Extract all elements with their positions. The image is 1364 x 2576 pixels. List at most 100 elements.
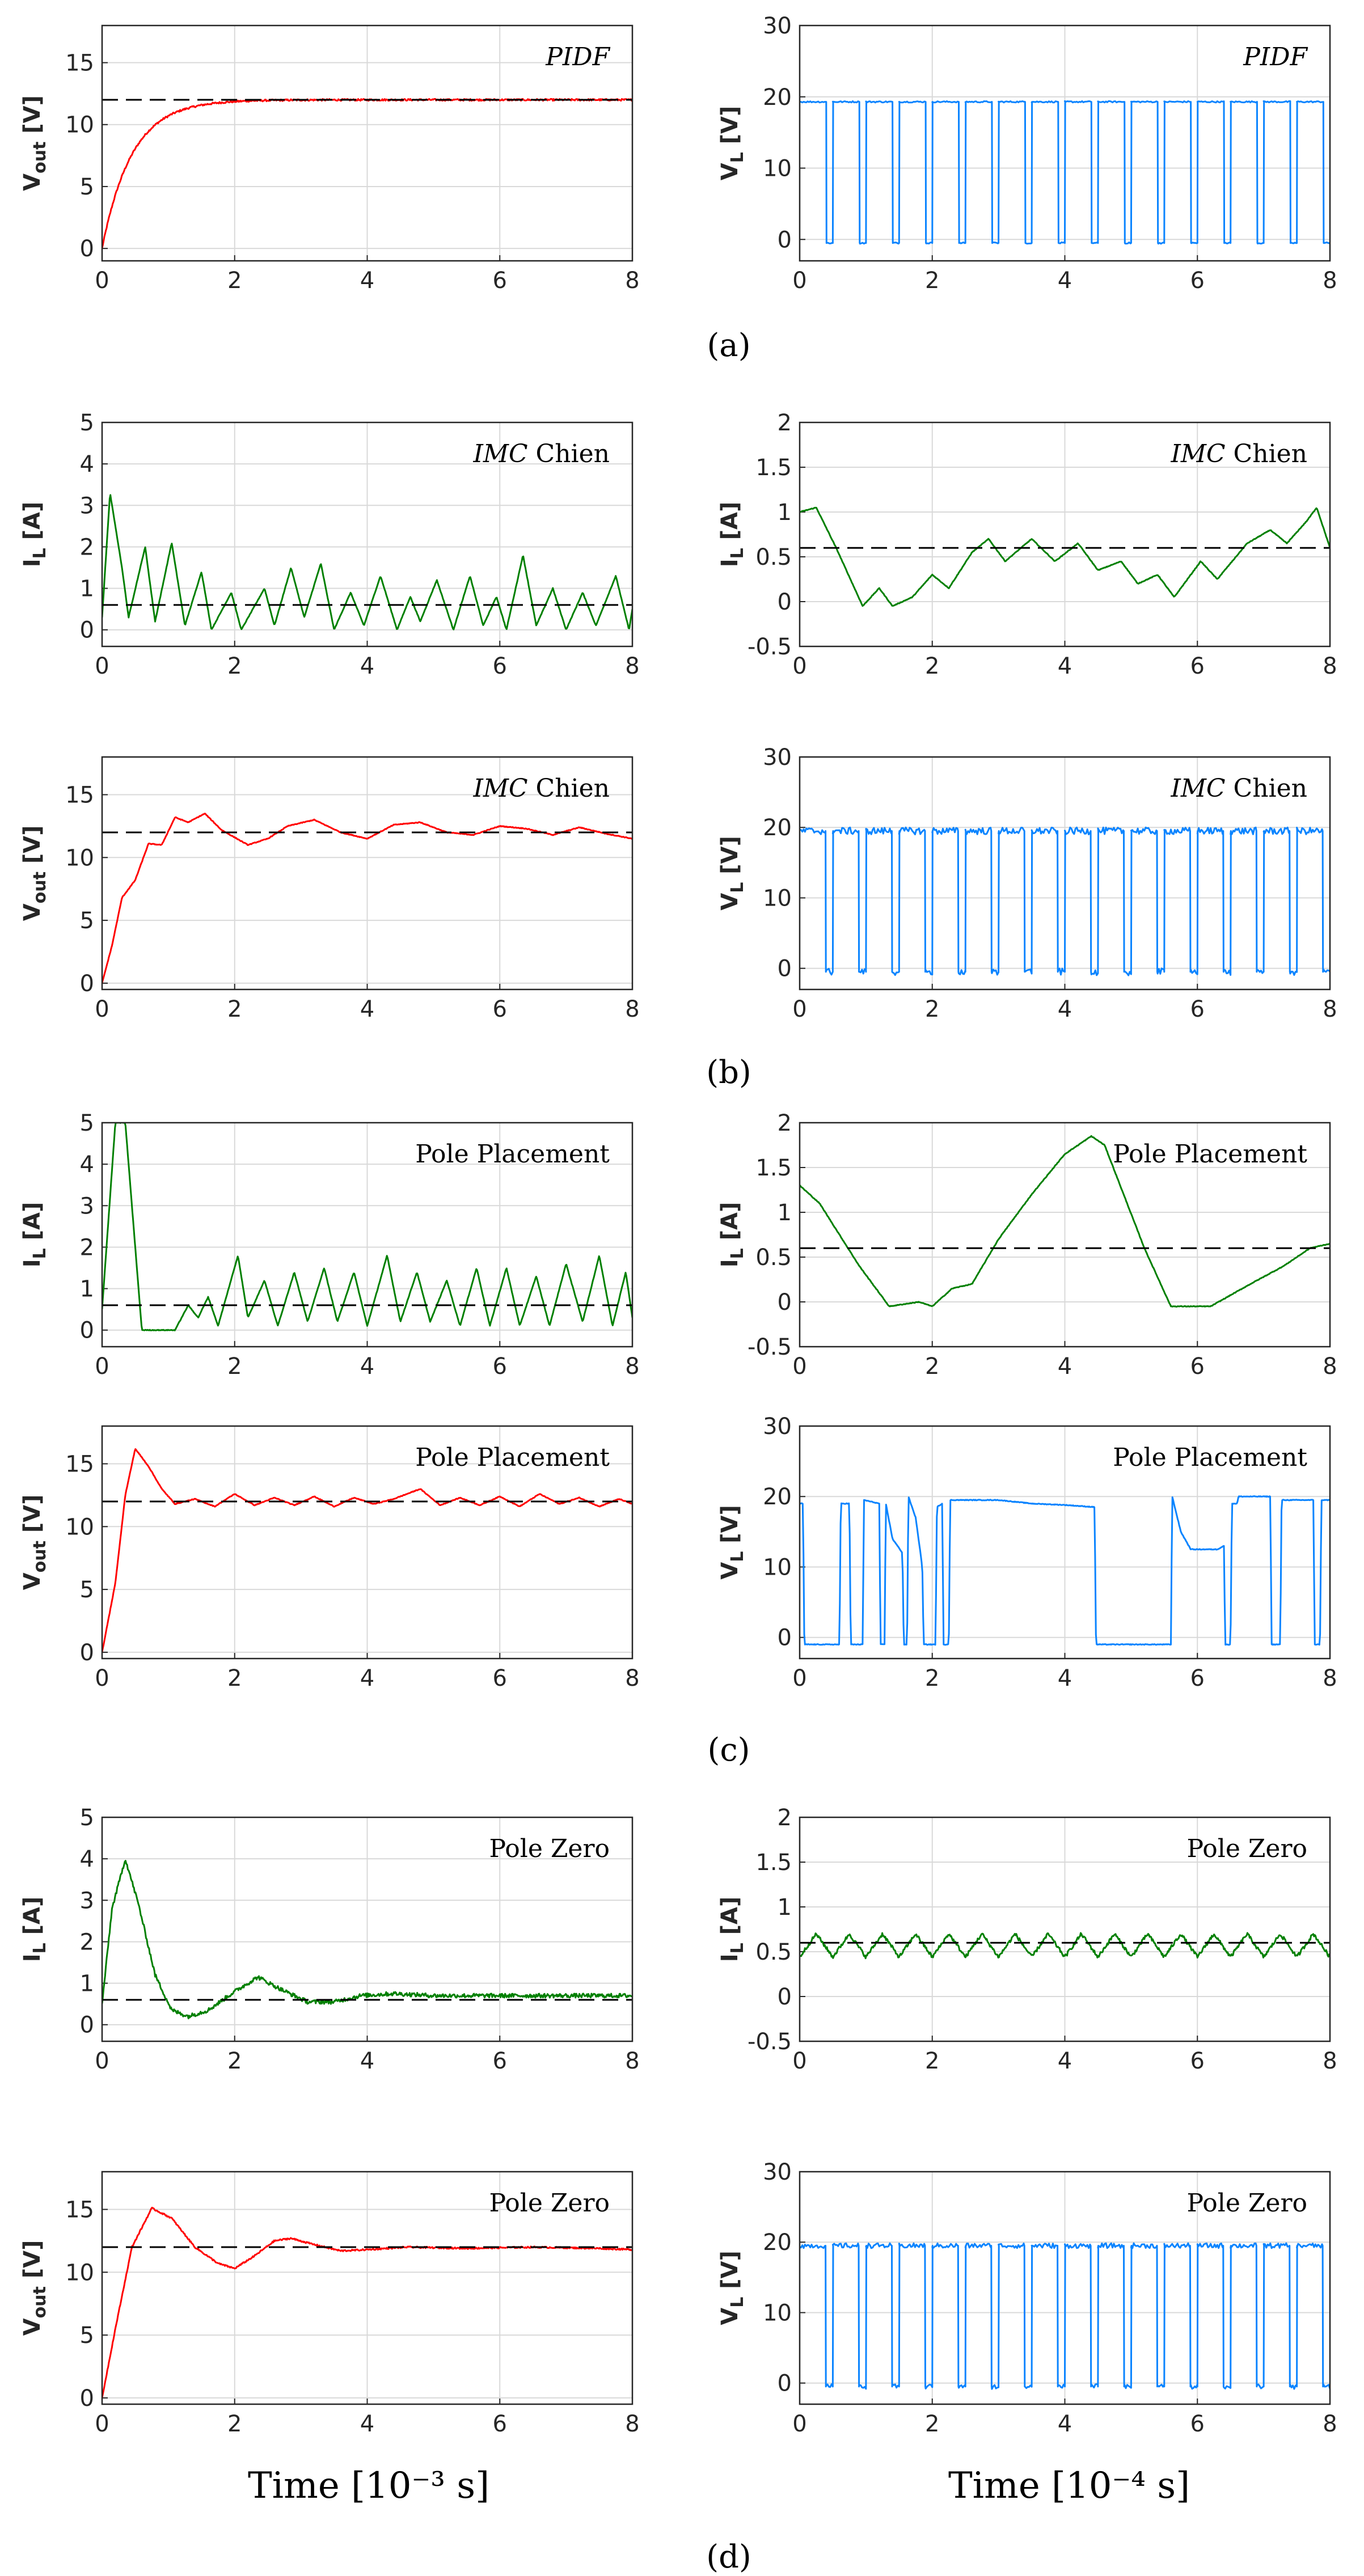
panel-title: PIDF	[1243, 43, 1308, 71]
x-tick-label: 8	[1323, 2048, 1337, 2074]
x-tick-label: 2	[227, 2048, 242, 2074]
y-tick-label: 10	[763, 2300, 792, 2326]
chart-b_il_left: 0 2 4 6 8 0 1 2 3 4 5 IMC Chien IL [A]	[19, 410, 640, 679]
x-tick-label: 2	[925, 2048, 939, 2074]
y-axis-label: VL [V]	[717, 106, 748, 181]
x-tick-label: 8	[1323, 1665, 1337, 1691]
y-tick-label: 0	[80, 2012, 94, 2038]
x-tick-label: 6	[493, 653, 507, 679]
x-tick-label: 2	[227, 653, 242, 679]
y-tick-label: 30	[763, 745, 792, 771]
x-tick-label: 8	[1323, 996, 1337, 1022]
x-tick-label: 4	[1058, 2048, 1072, 2074]
y-tick-label: 4	[80, 1846, 94, 1872]
caption-b: (b)	[706, 1054, 751, 1091]
x-tick-label: 0	[792, 1353, 806, 1380]
y-tick-label: 1	[80, 576, 94, 602]
x-tick-label: 6	[1190, 268, 1205, 294]
x-tick-label: 0	[792, 268, 806, 294]
x-tick-label: 8	[1323, 653, 1337, 679]
x-tick-label: 8	[625, 653, 639, 679]
panel-title: Pole Placement	[415, 1140, 610, 1169]
y-tick-label: 3	[80, 493, 94, 519]
panel-title: Pole Zero	[1186, 2189, 1307, 2218]
panel-title: IMC Chien	[1170, 439, 1307, 468]
x-tick-label: 4	[1058, 653, 1072, 679]
y-tick-label: 0	[778, 1625, 792, 1651]
y-tick-label: 1	[778, 1200, 792, 1226]
chart-c_il_left: 0 2 4 6 8 0 1 2 3 4 5 Pole Placement IL [A]	[19, 1110, 640, 1380]
chart-d_il_left: 0 2 4 6 8 0 1 2 3 4 5 Pole Zero IL [A]	[19, 1805, 640, 2074]
caption-d: (d)	[706, 2539, 751, 2575]
axes-frame	[799, 1122, 1331, 1348]
y-tick-label: 0	[80, 1640, 94, 1666]
y-axis-label: IL [A]	[717, 502, 748, 567]
x-tick-label: 4	[360, 1353, 374, 1380]
x-axis-label-right: Time [10⁻⁴ s]	[948, 2465, 1190, 2507]
y-tick-label: 20	[763, 2230, 792, 2256]
x-tick-label: 4	[360, 2411, 374, 2437]
axes-frame	[101, 756, 634, 991]
chart-c_vl: 0 2 4 6 8 0 10 20 30 Pole Placement VL [V]	[717, 1414, 1337, 1691]
x-tick-label: 8	[1323, 268, 1337, 294]
y-tick-label: 5	[80, 1110, 94, 1136]
x-tick-label: 2	[227, 2411, 242, 2437]
axes-frame	[101, 2171, 634, 2405]
panel-title: Pole Placement	[1113, 1140, 1307, 1169]
y-tick-label: 10	[763, 156, 792, 182]
y-axis-label: Vout [V]	[19, 95, 50, 191]
y-tick-label: 3	[80, 1888, 94, 1914]
y-tick-label: 10	[763, 1554, 792, 1580]
x-tick-label: 0	[792, 1665, 806, 1691]
x-tick-label: 4	[1058, 996, 1072, 1022]
y-tick-label: 0	[80, 236, 94, 262]
series-line	[102, 494, 632, 631]
x-tick-label: 4	[1058, 1353, 1072, 1380]
x-tick-label: 4	[360, 996, 374, 1022]
axes-frame	[799, 24, 1331, 262]
panel-title: IMC Chien	[1170, 774, 1307, 803]
y-tick-label: 2	[80, 1929, 94, 1955]
y-tick-label: 30	[763, 1414, 792, 1440]
y-tick-label: 10	[65, 1514, 94, 1540]
x-axis-label-left: Time [10⁻³ s]	[248, 2465, 489, 2507]
x-tick-label: 6	[1190, 653, 1205, 679]
x-tick-label: 0	[95, 1665, 109, 1691]
y-axis-label: IL [A]	[19, 1897, 50, 1962]
y-axis-label: Vout [V]	[19, 826, 50, 921]
chart-d_vout: 0 2 4 6 8 0 5 10 15 Pole Zero Vout [V]	[19, 2171, 640, 2437]
x-tick-label: 6	[1190, 996, 1205, 1022]
y-tick-label: 1	[80, 1276, 94, 1302]
y-tick-label: 0	[778, 2371, 792, 2397]
y-tick-label: 2	[80, 1234, 94, 1260]
y-tick-label: 0.5	[755, 1939, 792, 1965]
axes-frame	[799, 421, 1331, 648]
series-line	[800, 1135, 1330, 1308]
x-tick-label: 6	[493, 2411, 507, 2437]
y-tick-label: 1	[80, 1971, 94, 1997]
y-tick-label: -0.5	[748, 1334, 792, 1360]
panel-title: Pole Placement	[1113, 1443, 1307, 1472]
x-tick-label: 0	[792, 2048, 806, 2074]
axes-frame	[799, 1816, 1331, 2042]
y-tick-label: 2	[80, 534, 94, 560]
y-axis-label: VL [V]	[717, 1505, 748, 1580]
y-tick-label: 0	[80, 617, 94, 644]
y-tick-label: 15	[65, 50, 94, 77]
x-tick-label: 4	[360, 1665, 374, 1691]
y-axis-label: Vout [V]	[19, 1495, 50, 1591]
x-tick-label: 6	[493, 1665, 507, 1691]
y-tick-label: 1.5	[755, 1850, 792, 1876]
y-tick-label: 10	[65, 112, 94, 138]
chart-a_vl: 0 2 4 6 8 0 10 20 30 PIDF VL [V]	[717, 13, 1337, 294]
x-tick-label: 8	[625, 1353, 639, 1380]
x-tick-label: 2	[925, 996, 939, 1022]
y-axis-label: VL [V]	[717, 2251, 748, 2325]
panel-title: Pole Zero	[489, 1834, 610, 1863]
x-tick-label: 4	[360, 653, 374, 679]
series-line	[800, 826, 1330, 976]
panel-title: PIDF	[545, 43, 610, 71]
y-tick-label: 3	[80, 1193, 94, 1219]
y-tick-label: 0	[778, 227, 792, 253]
